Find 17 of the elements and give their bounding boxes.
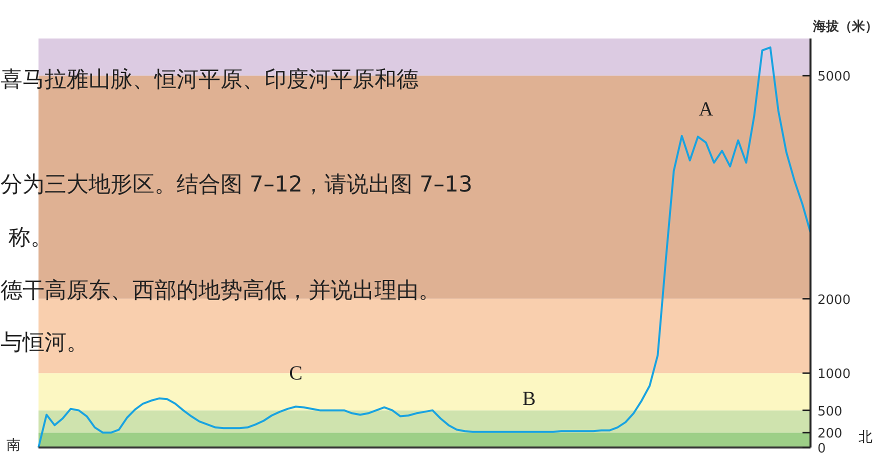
annotation: 分为三大地形区。结合图 7–12，请说出图 7–13 [0,172,472,198]
y-tick-label: 5000 [818,70,851,85]
y-tick-label: 200 [818,426,842,442]
annotation: 喜马拉雅山脉、恒河平原、印度河平原和德 [0,68,418,92]
y-axis-title: 海拔（米） [812,20,877,34]
y-tick-label: 2000 [818,292,851,308]
text: 南 [6,438,20,454]
annotation: 称。 [8,226,52,250]
y-tick-label: 1000 [818,367,851,382]
y-tick-label: 500 [818,404,842,420]
data-label: C [289,362,303,385]
text: 北 [858,430,872,446]
data-label: A [698,98,714,121]
annotation: 与恒河。 [0,330,88,356]
annotation: 德干高原东、西部的地势高低，并说出理由。 [0,278,440,304]
data-label: B [522,388,536,410]
y-tick-label: 0 [818,442,826,455]
